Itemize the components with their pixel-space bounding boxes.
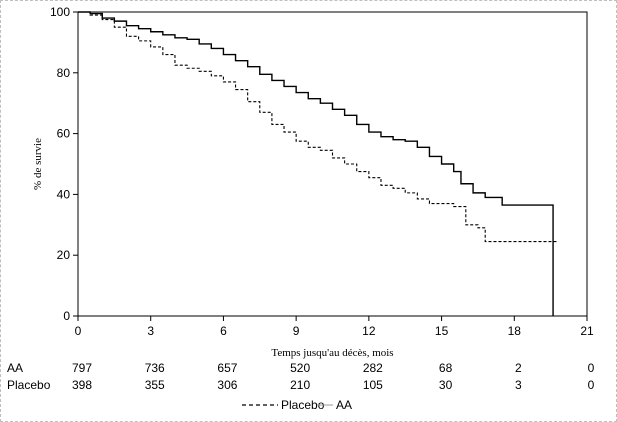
- risk-row-label: AA: [7, 361, 23, 375]
- plot-area: [77, 11, 588, 317]
- risk-count: 657: [217, 361, 237, 375]
- risk-count: 306: [217, 378, 237, 392]
- risk-count: 282: [363, 361, 383, 375]
- risk-count: 398: [72, 378, 92, 392]
- x-tick-label: 12: [362, 324, 376, 338]
- risk-count: 3: [515, 378, 522, 392]
- risk-count: 355: [145, 378, 165, 392]
- x-tick-label: 21: [580, 324, 594, 338]
- risk-count: 105: [363, 378, 383, 392]
- x-tick-label: 6: [220, 324, 227, 338]
- x-tick-label: 15: [435, 324, 449, 338]
- x-tick-label: 0: [75, 324, 82, 338]
- risk-count: 736: [145, 361, 165, 375]
- x-tick-label: 18: [508, 324, 522, 338]
- y-tick-label: 0: [63, 309, 70, 323]
- y-tick-label: 20: [57, 248, 71, 262]
- x-tick-label: 9: [293, 324, 300, 338]
- y-tick-label: 60: [57, 127, 71, 141]
- risk-count: 210: [290, 378, 310, 392]
- y-tick-label: 40: [57, 187, 71, 201]
- legend-label-aa: AA: [336, 398, 352, 412]
- risk-count: 2: [515, 361, 522, 375]
- legend: Placebo AA: [242, 398, 352, 412]
- risk-row-label: Placebo: [7, 378, 51, 392]
- risk-count: 0: [588, 361, 595, 375]
- y-axis-title: % de survie: [32, 138, 44, 190]
- risk-count: 520: [290, 361, 310, 375]
- series-line-aa: [78, 11, 554, 316]
- risk-count: 797: [72, 361, 92, 375]
- risk-count: 68: [439, 361, 453, 375]
- y-tick-label: 80: [57, 66, 71, 80]
- x-tick-label: 3: [147, 324, 154, 338]
- y-tick-label: 100: [50, 5, 70, 19]
- legend-label-placebo: Placebo: [281, 398, 325, 412]
- x-axis-title: Temps jusqu'au décès, mois: [271, 347, 393, 359]
- risk-count: 0: [588, 378, 595, 392]
- series-line-placebo: [78, 11, 558, 243]
- risk-count: 30: [439, 378, 453, 392]
